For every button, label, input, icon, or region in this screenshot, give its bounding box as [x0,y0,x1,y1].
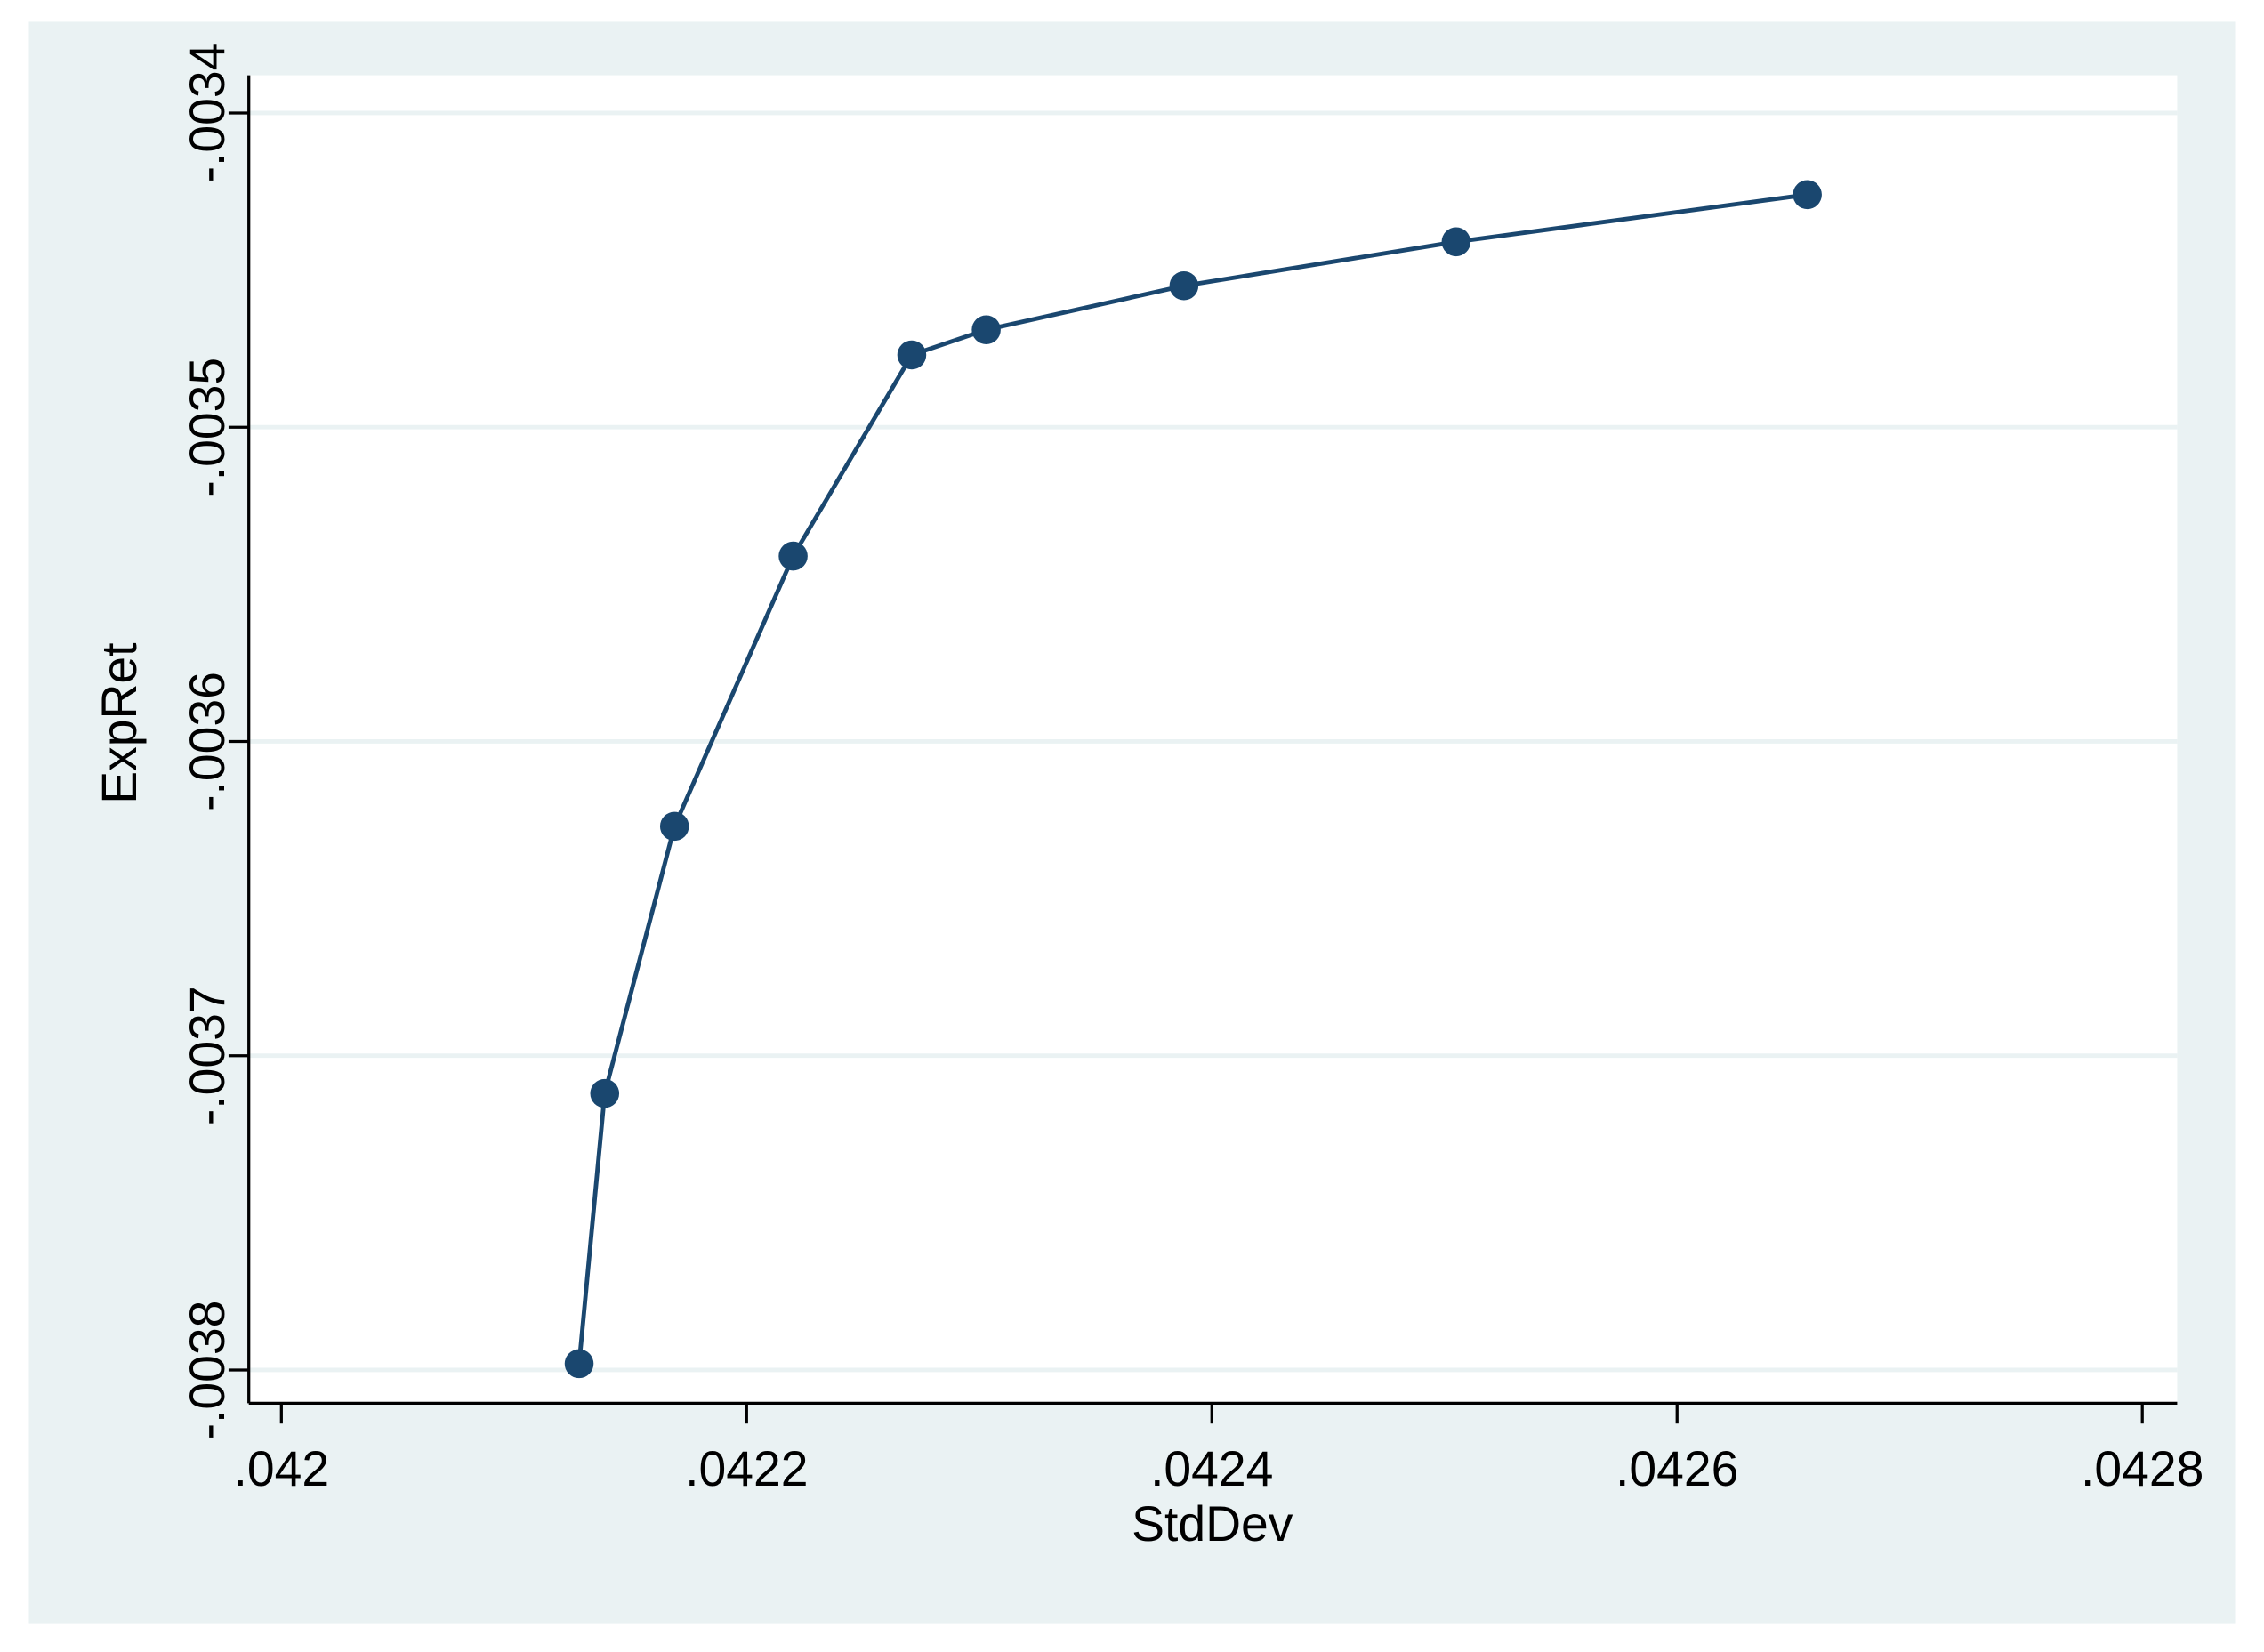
y-tick-label: -.0037 [180,986,235,1125]
marker [1793,180,1822,210]
plot-area [248,75,2178,1404]
marker [971,315,1001,344]
marker [564,1349,594,1379]
y-tick-label: -.0035 [180,358,235,497]
marker [659,811,689,842]
marker [778,541,808,571]
x-tick-label: .0424 [1150,1441,1273,1496]
y-tick-label: -.0034 [180,44,235,183]
marker [1169,271,1199,301]
y-tick-label: -.0036 [180,672,235,811]
x-tick-label: .0428 [2081,1441,2204,1496]
y-axis-title: ExpRet [92,642,147,803]
marker [897,340,927,370]
x-axis-title: StdDev [1132,1496,1293,1551]
marker [1441,227,1471,257]
x-tick-label: .0422 [685,1441,808,1496]
x-tick-label: .0426 [1615,1441,1738,1496]
marker [590,1078,620,1108]
y-tick-label: -.0038 [180,1301,235,1440]
x-tick-label: .042 [234,1441,330,1496]
